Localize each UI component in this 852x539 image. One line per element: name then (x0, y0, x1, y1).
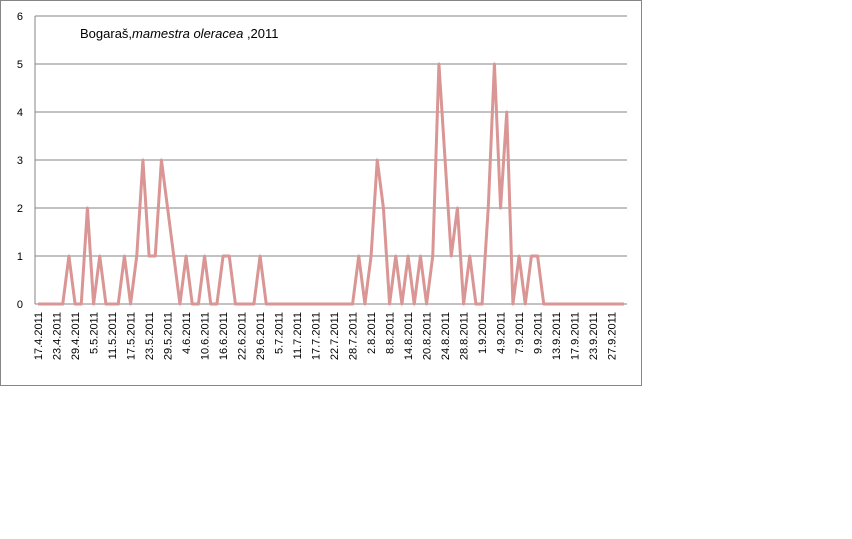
x-tick-label: 4.9.2011 (496, 312, 508, 354)
x-tick-label: 17.9.2011 (570, 312, 582, 360)
title-part: Bogaraš, (80, 26, 132, 41)
x-tick-label: 17.7.2011 (311, 312, 323, 360)
x-tick-label: 28.8.2011 (459, 312, 471, 360)
x-tick-label: 7.9.2011 (514, 312, 526, 354)
y-tick-label: 4 (17, 107, 23, 119)
title-species: mamestra oleracea (132, 26, 243, 41)
x-tick-label: 13.9.2011 (551, 312, 563, 360)
x-tick-label: 2.8.2011 (366, 312, 378, 354)
x-tick-label: 29.5.2011 (163, 312, 175, 360)
x-tick-label: 23.9.2011 (588, 312, 600, 360)
title-part: ,2011 (243, 26, 278, 41)
chart-frame (0, 0, 642, 386)
x-tick-label: 10.6.2011 (200, 312, 212, 360)
x-tick-label: 24.8.2011 (440, 312, 452, 360)
x-tick-label: 28.7.2011 (348, 312, 360, 360)
x-tick-label: 14.8.2011 (403, 312, 415, 360)
x-tick-label: 9.9.2011 (533, 312, 545, 354)
x-tick-label: 22.6.2011 (237, 312, 249, 360)
x-tick-label: 16.6.2011 (218, 312, 230, 360)
x-tick-label: 11.7.2011 (292, 312, 304, 359)
x-tick-label: 5.5.2011 (89, 312, 101, 354)
y-tick-label: 0 (17, 299, 23, 311)
x-tick-label: 8.8.2011 (385, 312, 397, 354)
x-tick-label: 29.6.2011 (255, 312, 267, 360)
x-tick-label: 5.7.2011 (274, 312, 286, 354)
x-tick-label: 11.5.2011 (107, 312, 119, 359)
y-tick-label: 5 (17, 59, 23, 71)
data-line (38, 62, 624, 306)
y-tick-label: 2 (17, 203, 23, 215)
chart-title: Bogaraš,mamestra oleracea ,2011 (80, 26, 279, 41)
y-tick-label: 3 (17, 155, 23, 167)
x-tick-label: 4.6.2011 (181, 312, 193, 354)
x-tick-label: 17.4.2011 (33, 312, 45, 360)
x-tick-label: 29.4.2011 (70, 312, 82, 360)
x-tick-label: 23.5.2011 (144, 312, 156, 360)
x-tick-label: 17.5.2011 (126, 312, 138, 360)
x-tick-label: 27.9.2011 (607, 312, 619, 360)
x-tick-label: 1.9.2011 (477, 312, 489, 354)
x-tick-label: 20.8.2011 (422, 312, 434, 360)
y-tick-label: 6 (17, 11, 23, 23)
x-tick-label: 23.4.2011 (52, 312, 64, 360)
x-tick-label: 22.7.2011 (329, 312, 341, 360)
y-tick-label: 1 (17, 251, 23, 263)
